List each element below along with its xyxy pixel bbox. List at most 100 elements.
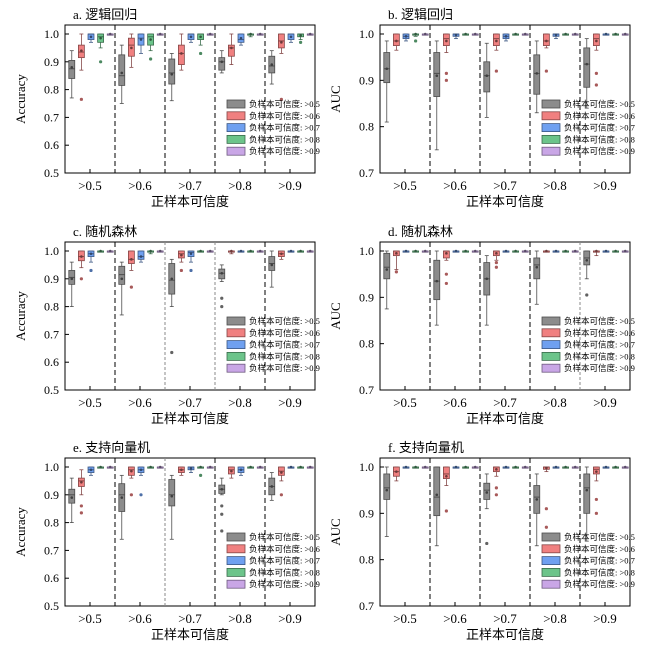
box-4-series-3	[552, 249, 560, 253]
box-5-series-4	[297, 465, 304, 469]
box-1-series-5	[421, 465, 429, 469]
mean-marker	[258, 465, 262, 469]
legend-swatch	[541, 123, 561, 132]
box-1-series-4	[97, 33, 104, 64]
box-3-series-4	[512, 32, 519, 36]
mean-marker	[280, 471, 283, 474]
legend-label: 负样本可信度: >0.8	[564, 567, 635, 577]
mean-marker	[504, 465, 508, 469]
box-3-series-3	[502, 249, 510, 253]
box-3-series-2	[178, 33, 185, 71]
mean-marker	[595, 470, 598, 473]
legend-swatch	[541, 146, 561, 156]
mean-marker	[70, 496, 74, 499]
mean-marker	[120, 277, 124, 281]
box-5-series-3	[602, 249, 610, 253]
y-tick-label: 0.9	[359, 506, 374, 520]
box-3-series-4	[197, 33, 204, 56]
box-2-series-3	[452, 249, 460, 253]
legend-label: 负样本可信度: >0.9	[249, 579, 320, 589]
mean-marker	[504, 249, 508, 253]
mean-marker	[523, 249, 527, 253]
box-5-series-2	[593, 249, 600, 257]
box-2-series-1	[118, 261, 126, 316]
mean-marker	[535, 72, 539, 75]
legend-label: 负样本可信度: >0.9	[249, 363, 320, 373]
x-tick-label: >0.9	[278, 611, 302, 626]
box	[433, 466, 441, 517]
mean-marker	[423, 249, 427, 253]
mean-marker	[623, 465, 627, 469]
outlier-point	[444, 281, 448, 286]
box-3-series-5	[521, 32, 529, 36]
box-2-series-4	[462, 249, 469, 253]
box	[168, 479, 176, 507]
y-tick-label: 0.9	[359, 73, 374, 87]
box-2-series-4	[147, 465, 154, 469]
legend-swatch	[541, 340, 561, 350]
mean-marker	[504, 35, 508, 38]
mean-marker	[623, 32, 627, 36]
box-1-series-1	[383, 40, 391, 123]
box-5-series-4	[612, 32, 619, 36]
outlier-point	[79, 97, 83, 101]
box-5-series-5	[621, 32, 629, 36]
box-4-series-5	[571, 32, 579, 36]
y-tick-label: 1.0	[44, 244, 59, 258]
outlier-point	[220, 504, 224, 508]
outlier-point	[189, 268, 193, 273]
mean-marker	[299, 249, 302, 253]
legend-label: 负样本可信度: >0.9	[564, 363, 635, 373]
legend-swatch	[541, 134, 561, 144]
box	[228, 44, 235, 57]
x-tick-label: >0.6	[128, 395, 152, 410]
box-2-series-1	[118, 44, 126, 104]
box-4-series-5	[256, 465, 264, 469]
box-3-series-2	[493, 250, 500, 269]
box	[383, 252, 391, 280]
box-5-series-3	[602, 32, 610, 36]
box-3-series-2	[493, 466, 500, 497]
box-2-series-4	[462, 32, 469, 36]
box-1-series-2	[393, 33, 400, 51]
y-tick-label: 1.0	[359, 27, 374, 41]
box	[118, 54, 126, 86]
x-tick-label: >0.7	[178, 611, 202, 626]
box-4-series-4	[562, 465, 569, 469]
legend-swatch	[541, 544, 561, 554]
panel-b: b. 逻辑回归 0.7 0.8 0.9 1.0 AUC >0.5 >0.6 >0.7 >0.8 >0…	[328, 7, 635, 209]
box-5-series-2	[278, 466, 285, 497]
box-5-series-3	[287, 465, 295, 469]
mean-marker	[485, 491, 489, 494]
legend-swatch	[226, 568, 246, 577]
x-tick-label: >0.8	[543, 611, 567, 626]
y-axis-label: Accuracy	[13, 74, 28, 124]
mean-marker	[199, 249, 202, 253]
y-tick-label: 0.7	[359, 599, 374, 613]
mean-marker	[130, 469, 133, 473]
box-4-series-2	[228, 249, 235, 255]
mean-marker	[404, 249, 408, 253]
box-1-series-2	[393, 250, 400, 274]
mean-marker	[270, 63, 274, 66]
mean-marker	[170, 73, 174, 76]
box	[178, 44, 185, 65]
y-axis-label: AUC	[328, 518, 343, 545]
box-1-series-4	[97, 249, 104, 253]
mean-marker	[473, 465, 477, 469]
box-5-series-1	[268, 472, 276, 501]
box	[168, 58, 176, 85]
x-axis-label: 正样本可信度	[151, 194, 229, 209]
mean-marker	[454, 249, 458, 253]
mean-marker	[80, 255, 83, 258]
box-3-series-5	[206, 32, 214, 36]
panel-title: f. 支持向量机	[388, 440, 464, 455]
box-2-series-1	[433, 466, 441, 547]
mean-marker	[445, 252, 448, 255]
box-2-series-2	[128, 33, 135, 68]
mean-marker	[473, 249, 477, 253]
box-5-series-5	[306, 32, 314, 36]
box-1-series-4	[412, 249, 419, 253]
box	[137, 250, 145, 260]
box-4-series-1	[533, 250, 541, 305]
